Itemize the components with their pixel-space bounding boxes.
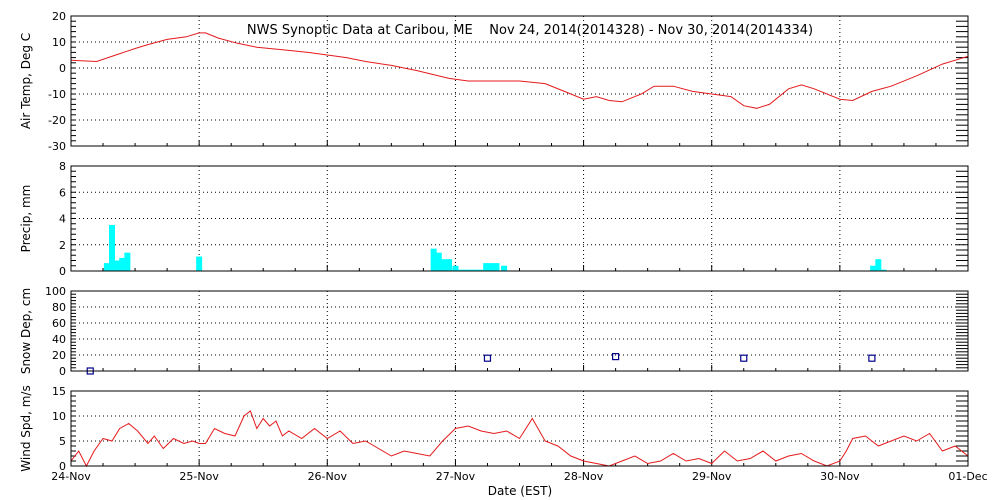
precip-bar xyxy=(478,269,485,271)
x-tick-label: 24-Nov xyxy=(51,470,91,483)
y-tick-label: -10 xyxy=(48,88,66,101)
y-tick-label: 0 xyxy=(59,460,66,473)
chart-panels: -30 -20 -10 0 10 20 Air Temp, Deg C 0 2 4 6 8 Precip… xyxy=(19,10,969,473)
precip-bar xyxy=(114,260,121,271)
precip-y-axis-label: Precip, mm xyxy=(19,185,33,253)
precip-bar xyxy=(880,269,887,271)
y-tick-label: 10 xyxy=(52,410,66,423)
precip-bar xyxy=(472,269,479,271)
air-temp-frame xyxy=(70,15,969,147)
precip-bar xyxy=(103,263,110,271)
y-tick-label: 0 xyxy=(59,365,66,378)
y-tick-label: 20 xyxy=(52,349,66,362)
y-tick-label: 80 xyxy=(52,301,66,314)
y-tick-label: 40 xyxy=(52,333,66,346)
precip-bar xyxy=(467,269,474,271)
y-tick-label: -30 xyxy=(48,140,66,153)
x-axis-label: Date (EST) xyxy=(488,484,552,498)
snow-depth-point xyxy=(612,353,620,361)
y-tick-label: 100 xyxy=(45,285,66,298)
wind-speed-series-line xyxy=(70,410,969,468)
precip-bar xyxy=(462,269,469,271)
snow-depth-point xyxy=(740,354,748,362)
air-temp-series-line xyxy=(70,32,969,109)
precip-bar xyxy=(452,265,459,271)
y-tick-label: 60 xyxy=(52,317,66,330)
y-tick-label: -20 xyxy=(48,114,66,127)
precip-bar xyxy=(446,259,453,271)
snow-depth-y-axis-label: Snow Dep, cm xyxy=(19,288,33,374)
precip-bar xyxy=(493,263,500,271)
precip-bar xyxy=(119,257,126,271)
x-tick-label: 28-Nov xyxy=(564,470,604,483)
x-tick-label: 27-Nov xyxy=(436,470,476,483)
x-tick-label: 30-Nov xyxy=(820,470,860,483)
y-tick-label: 0 xyxy=(59,62,66,75)
precip-bar xyxy=(430,248,437,271)
precip-bar xyxy=(440,259,447,271)
x-tick-label: 29-Nov xyxy=(692,470,732,483)
wind-speed-frame xyxy=(70,390,969,467)
snow-depth-point xyxy=(483,354,492,362)
air-temp-panel: -30 -20 -10 0 10 20 Air Temp, Deg C xyxy=(19,10,969,153)
precip-bar xyxy=(457,269,464,271)
y-tick-label: 8 xyxy=(59,160,66,173)
y-tick-label: 2 xyxy=(59,239,66,252)
x-tick-label: 25-Nov xyxy=(179,470,219,483)
y-tick-label: 20 xyxy=(52,10,66,23)
precip-bar xyxy=(435,252,442,271)
precip-bar xyxy=(870,265,877,271)
y-tick-label: 5 xyxy=(59,435,66,448)
snow-depth-point xyxy=(868,354,876,362)
precip-bar xyxy=(501,265,508,271)
wind-speed-y-axis-label: Wind Spd, m/s xyxy=(19,385,33,471)
chart-title: NWS Synoptic Data at Caribou, ME Nov 24,… xyxy=(247,23,813,38)
x-axis: 24-Nov 25-Nov 26-Nov 27-Nov 28-Nov 29-Nov 30-N… xyxy=(51,470,987,483)
air-temp-y-axis-label: Air Temp, Deg C xyxy=(19,33,33,129)
precip-bar xyxy=(124,252,131,271)
precip-bar xyxy=(109,225,116,271)
y-tick-label: 15 xyxy=(52,385,66,398)
snow-depth-frame xyxy=(70,290,969,372)
x-tick-label: 26-Nov xyxy=(308,470,348,483)
y-tick-label: 4 xyxy=(59,213,66,226)
y-tick-label: 0 xyxy=(59,265,66,278)
snow-depth-panel: 0 20 40 60 80 100 Snow Dep, cm xyxy=(19,285,969,378)
precip-frame xyxy=(70,165,969,272)
precip-bar xyxy=(483,263,490,271)
y-tick-label: 6 xyxy=(59,186,66,199)
precip-bar xyxy=(196,256,203,271)
precip-bar xyxy=(488,263,495,271)
precip-bar xyxy=(875,259,882,271)
y-tick-label: 10 xyxy=(52,36,66,49)
x-tick-label: 01-Dec xyxy=(948,470,987,483)
precip-panel: 0 2 4 6 8 Precip, mm xyxy=(19,160,969,278)
wind-speed-panel: 0 5 10 15 Wind Spd, m/s xyxy=(19,385,969,473)
